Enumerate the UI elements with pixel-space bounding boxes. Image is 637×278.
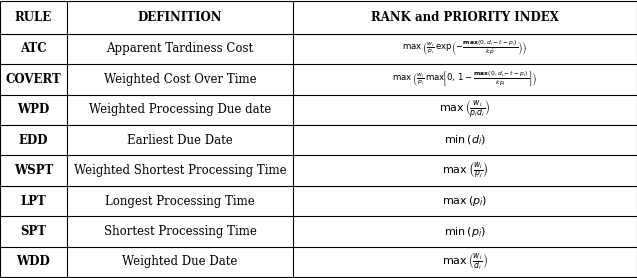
Text: SPT: SPT (20, 225, 47, 238)
Text: Longest Processing Time: Longest Processing Time (105, 195, 255, 208)
Text: $\mathrm{min}\,(p_i)$: $\mathrm{min}\,(p_i)$ (444, 225, 486, 239)
Text: $\mathrm{max}\,\left(\frac{w_i}{d_i}\right)$: $\mathrm{max}\,\left(\frac{w_i}{d_i}\rig… (442, 251, 488, 272)
Text: Earliest Due Date: Earliest Due Date (127, 134, 233, 147)
Text: COVERT: COVERT (6, 73, 61, 86)
Text: LPT: LPT (20, 195, 47, 208)
Text: Weighted Shortest Processing Time: Weighted Shortest Processing Time (74, 164, 286, 177)
Text: Weighted Processing Due date: Weighted Processing Due date (89, 103, 271, 116)
Text: WSPT: WSPT (14, 164, 53, 177)
Text: WPD: WPD (17, 103, 50, 116)
Text: Weighted Due Date: Weighted Due Date (122, 255, 238, 269)
Text: $\mathrm{max}\,\left(\frac{w_i}{p_i}\,\mathrm{exp}\left(-\frac{\mathbf{max}(0,d_: $\mathrm{max}\,\left(\frac{w_i}{p_i}\,\m… (403, 39, 527, 58)
Text: Shortest Processing Time: Shortest Processing Time (104, 225, 256, 238)
Text: RULE: RULE (15, 11, 52, 24)
Text: $\mathrm{max}\,(p_i)$: $\mathrm{max}\,(p_i)$ (442, 194, 488, 208)
Text: WDD: WDD (17, 255, 50, 269)
Text: ATC: ATC (20, 42, 47, 55)
Text: EDD: EDD (18, 134, 48, 147)
Text: RANK and PRIORITY INDEX: RANK and PRIORITY INDEX (371, 11, 559, 24)
Text: $\mathrm{min}\,(d_i)$: $\mathrm{min}\,(d_i)$ (444, 133, 486, 147)
Text: Apparent Tardiness Cost: Apparent Tardiness Cost (106, 42, 254, 55)
Text: $\mathrm{max}\,\left(\frac{w_i}{p_i d_i}\right)$: $\mathrm{max}\,\left(\frac{w_i}{p_i d_i}… (440, 98, 490, 121)
Text: $\mathrm{max}\,\left(\frac{w_i}{p_i}\,\mathrm{max}\!\left[0,\,1-\frac{\mathbf{ma: $\mathrm{max}\,\left(\frac{w_i}{p_i}\,\m… (392, 70, 538, 89)
Text: $\mathrm{max}\,\left(\frac{w_i}{p_i}\right)$: $\mathrm{max}\,\left(\frac{w_i}{p_i}\rig… (441, 160, 489, 181)
Text: DEFINITION: DEFINITION (138, 11, 222, 24)
Text: Weighted Cost Over Time: Weighted Cost Over Time (104, 73, 256, 86)
